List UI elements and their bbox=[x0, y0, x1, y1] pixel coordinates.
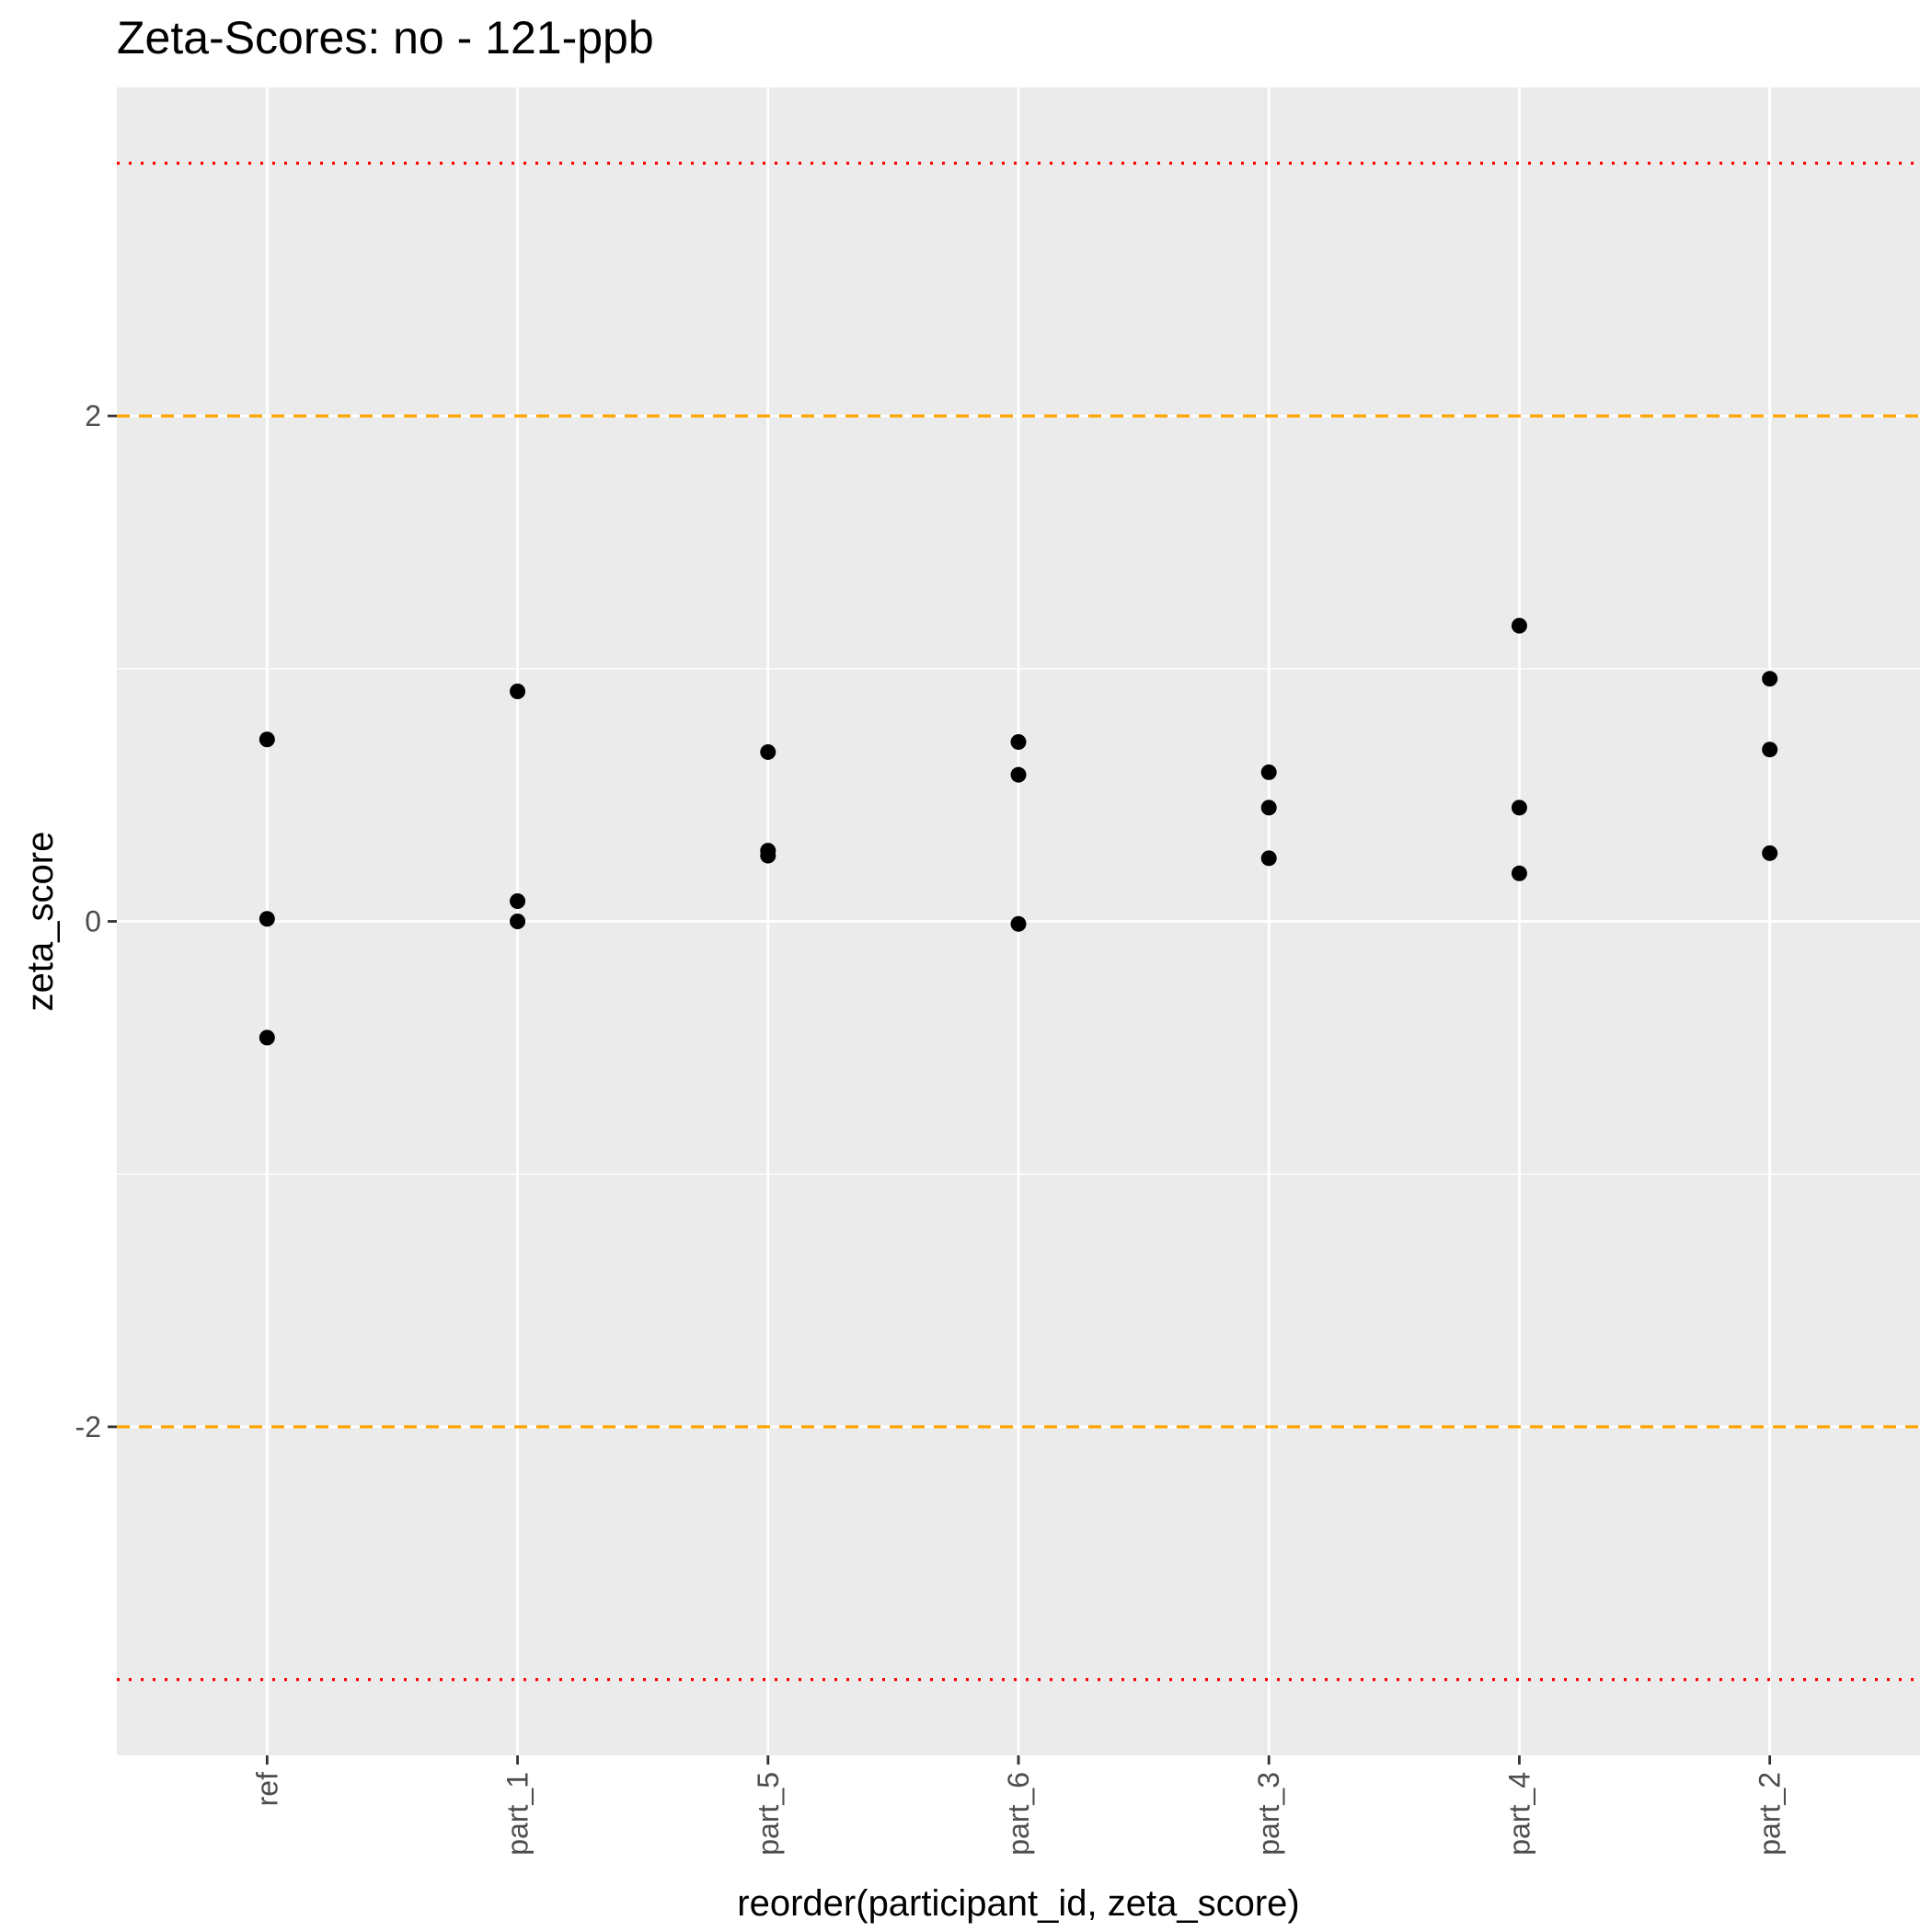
data-point-part_6 bbox=[1010, 766, 1027, 783]
x-tick-label: part_6 bbox=[1002, 1772, 1035, 1856]
data-point-part_4 bbox=[1511, 799, 1527, 816]
x-axis-title: reorder(participant_id, zeta_score) bbox=[737, 1883, 1299, 1924]
data-point-part_2 bbox=[1762, 671, 1778, 687]
reference-lines bbox=[117, 161, 1920, 1682]
data-point-part_3 bbox=[1260, 850, 1277, 867]
x-tick-label: part_3 bbox=[1252, 1772, 1285, 1856]
data-point-part_5 bbox=[760, 847, 776, 864]
data-point-part_3 bbox=[1260, 799, 1277, 816]
y-axis: -2 0 2 bbox=[75, 399, 117, 1443]
data-point-part_4 bbox=[1511, 865, 1527, 881]
data-point-part_6 bbox=[1010, 915, 1027, 932]
data-point-ref bbox=[259, 731, 275, 748]
y-tick-label: -2 bbox=[75, 1410, 101, 1443]
data-point-part_1 bbox=[510, 684, 526, 700]
data-point-part_3 bbox=[1260, 764, 1277, 780]
y-axis-title: zeta_score bbox=[20, 832, 61, 1012]
y-tick-label: 2 bbox=[85, 399, 101, 432]
x-axis: ref part_1 part_5 part_6 part_3 part_4 part_2 bbox=[250, 1755, 1787, 1856]
x-tick-label: part_5 bbox=[752, 1772, 785, 1856]
x-tick-label: part_2 bbox=[1754, 1772, 1787, 1856]
chart-title: Zeta-Scores: no - 121-ppb bbox=[117, 12, 654, 63]
x-tick-label: part_1 bbox=[501, 1772, 535, 1856]
data-point-part_1 bbox=[510, 893, 526, 910]
grid-lines bbox=[117, 87, 1920, 1755]
y-tick-label: 0 bbox=[85, 905, 101, 938]
x-tick-label: ref bbox=[250, 1772, 283, 1806]
data-point-part_2 bbox=[1762, 742, 1778, 758]
data-point-part_6 bbox=[1010, 733, 1027, 750]
data-point-part_4 bbox=[1511, 617, 1527, 634]
data-point-part_1 bbox=[510, 914, 526, 929]
data-point-part_2 bbox=[1762, 845, 1778, 861]
x-tick-label: part_4 bbox=[1502, 1772, 1535, 1856]
data-points bbox=[259, 617, 1778, 1046]
data-point-ref bbox=[259, 1029, 275, 1046]
data-point-ref bbox=[259, 911, 275, 927]
data-point-part_5 bbox=[760, 743, 776, 760]
